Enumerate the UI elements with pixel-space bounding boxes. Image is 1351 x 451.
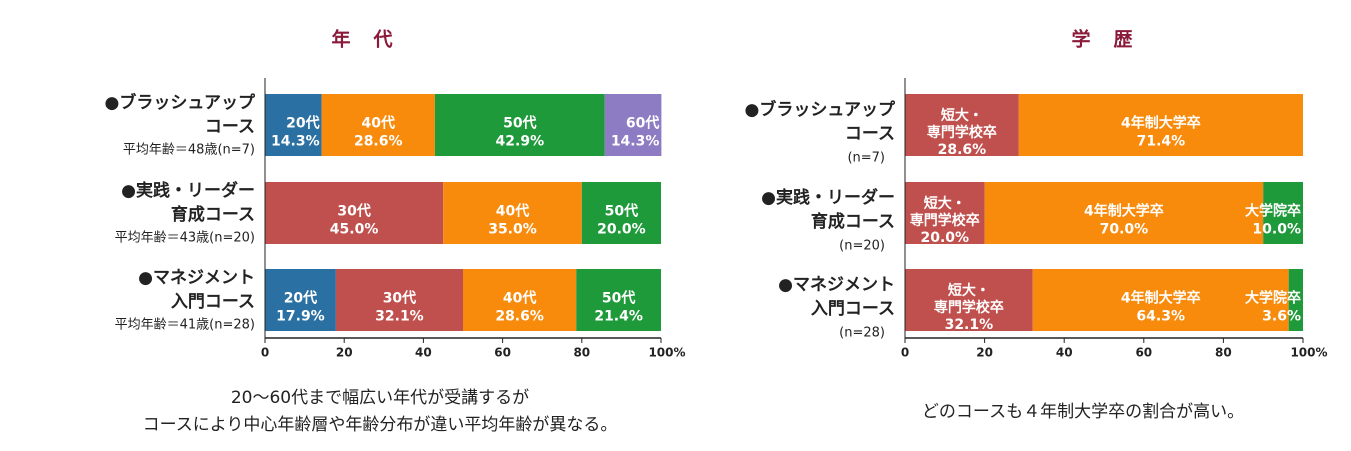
caption: 20〜60代まで幅広い年代が受講するが — [231, 388, 529, 408]
bar-segment — [434, 94, 605, 156]
segment-value: 3.6% — [1262, 309, 1301, 325]
segment-name: 60代 — [626, 115, 659, 132]
category-label: コース — [845, 124, 895, 144]
segment-name: 40代 — [496, 203, 529, 220]
bar-segment — [1032, 269, 1289, 331]
x-tick-label: 20 — [976, 346, 993, 360]
segment-value: 17.9% — [276, 309, 325, 325]
bar-segment — [443, 182, 582, 244]
x-tick-label: 40 — [1056, 346, 1073, 360]
category-note: 平均年齢＝41歳(n=28) — [115, 318, 255, 333]
bar-segment — [321, 94, 435, 156]
x-tick-label: 100% — [1290, 346, 1327, 360]
caption: コースにより中心年齢層や年齢分布が違い平均年齢が異なる。 — [143, 415, 618, 435]
x-tick-label: 40 — [415, 346, 432, 360]
bar-segment — [581, 182, 661, 244]
segment-name: 短大・専門学校卒 — [927, 107, 997, 141]
segment-name: 50代 — [602, 290, 635, 307]
category-label: ●ブラッシュアップ — [745, 99, 896, 120]
segment-name: 4年制大学卒 — [1121, 290, 1201, 307]
category-note: 平均年齢＝48歳(n=7) — [123, 143, 255, 158]
segment-name: 大学院卒 — [1245, 290, 1301, 307]
bar-segment — [905, 182, 985, 244]
segment-value: 42.9% — [496, 134, 545, 150]
segment-name: 4年制大学卒 — [1084, 203, 1164, 220]
segment-value: 20.0% — [597, 222, 646, 238]
segment-value: 45.0% — [330, 222, 379, 238]
segment-value: 14.3% — [611, 134, 660, 150]
segment-value: 28.6% — [495, 309, 544, 325]
segment-value: 32.1% — [375, 309, 424, 325]
bar-segment — [576, 269, 661, 331]
bar-segment — [604, 94, 662, 156]
segment-name: 30代 — [383, 290, 416, 307]
segment-value: 71.4% — [1137, 134, 1186, 150]
segment-name: 短大・専門学校卒 — [934, 282, 1004, 316]
bar-segment — [905, 269, 1033, 331]
segment-value: 10.0% — [1252, 222, 1301, 238]
bar-segment — [1263, 182, 1303, 244]
category-label: 入門コース — [171, 292, 255, 312]
segment-value: 32.1% — [945, 317, 994, 333]
segment-name: 4年制大学卒 — [1121, 115, 1201, 132]
segment-name: 50代 — [605, 203, 638, 220]
chart-title: 年 代 — [331, 28, 394, 51]
bar-segment — [905, 94, 1019, 156]
category-label: ●マネジメント — [138, 268, 255, 288]
segment-name: 40代 — [503, 290, 536, 307]
category-label: 育成コース — [811, 211, 895, 232]
bar-segment — [1018, 94, 1303, 156]
segment-name: 短大・専門学校卒 — [910, 195, 980, 229]
segment-value: 20.0% — [921, 230, 970, 246]
bar-segment — [463, 269, 577, 331]
x-tick-label: 20 — [336, 346, 353, 360]
category-label: コース — [205, 117, 255, 137]
segment-name: 50代 — [503, 115, 536, 132]
category-note: (n=28) — [839, 326, 885, 341]
bar-segment — [265, 182, 444, 244]
bar-segment — [984, 182, 1264, 244]
bar-segment — [1288, 269, 1303, 331]
segment-name: 30代 — [337, 203, 370, 220]
x-tick-label: 60 — [1135, 346, 1152, 360]
category-label: ●マネジメント — [778, 275, 895, 295]
x-tick-label: 100% — [648, 346, 685, 360]
category-label: ●ブラッシュアップ — [105, 92, 256, 113]
segment-value: 64.3% — [1136, 309, 1185, 325]
category-label: ●実践・リーダー — [761, 187, 895, 208]
segment-name: 40代 — [362, 115, 395, 132]
x-tick-label: 60 — [494, 346, 511, 360]
segment-value: 14.3% — [271, 134, 320, 150]
category-label: ●実践・リーダー — [121, 180, 255, 201]
category-note: 平均年齢＝43歳(n=20) — [115, 231, 255, 246]
x-tick-label: 0 — [261, 346, 269, 360]
x-tick-label: 80 — [1215, 346, 1232, 360]
segment-value: 28.6% — [354, 134, 403, 150]
bar-segment — [335, 269, 463, 331]
x-tick-label: 0 — [901, 346, 909, 360]
segment-value: 70.0% — [1100, 222, 1149, 238]
bar-segment — [265, 269, 336, 331]
segment-name: 20代 — [284, 290, 317, 307]
category-note: (n=20) — [839, 239, 885, 254]
segment-name: 20代 — [286, 115, 319, 132]
segment-value: 35.0% — [488, 222, 537, 238]
caption: どのコースも４年制大学卒の割合が高い。 — [922, 402, 1244, 422]
bar-segment — [265, 94, 322, 156]
x-tick-label: 80 — [573, 346, 590, 360]
segment-value: 21.4% — [594, 309, 643, 325]
category-label: 入門コース — [811, 299, 895, 319]
segment-value: 28.6% — [938, 142, 987, 158]
category-label: 育成コース — [171, 204, 255, 225]
segment-name: 大学院卒 — [1245, 203, 1301, 220]
chart-title: 学 歴 — [1071, 28, 1134, 51]
category-note: (n=7) — [847, 151, 885, 166]
